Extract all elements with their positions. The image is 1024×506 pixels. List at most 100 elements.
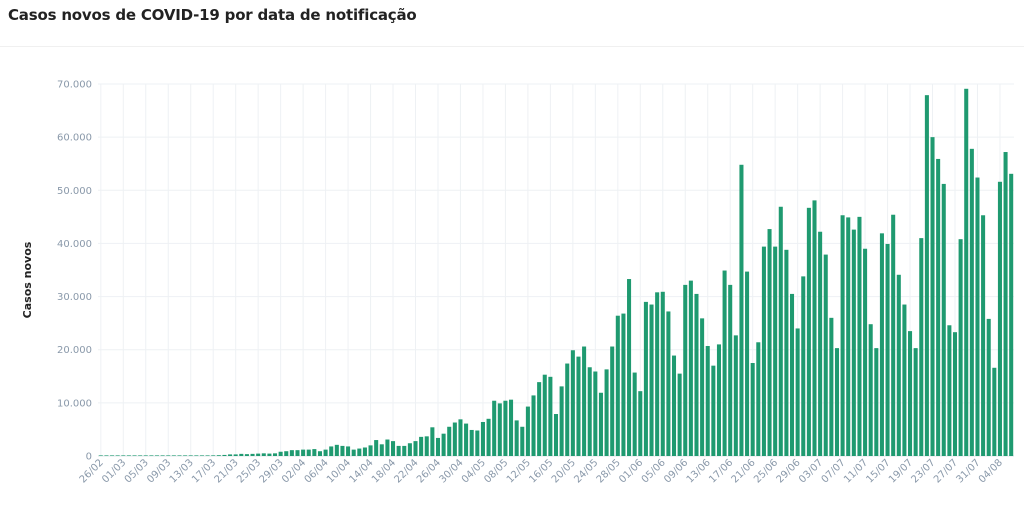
bar-04-07[interactable] <box>823 254 828 456</box>
bar-15-05[interactable] <box>542 374 547 456</box>
bar-27-02[interactable] <box>104 455 109 456</box>
bar-08-05[interactable] <box>503 400 508 456</box>
bar-26-05[interactable] <box>604 369 609 456</box>
bar-16-07[interactable] <box>891 214 896 456</box>
bar-11-07[interactable] <box>863 248 868 456</box>
bar-29-05[interactable] <box>621 313 626 456</box>
bar-24-03[interactable] <box>250 453 255 456</box>
bar-28-03[interactable] <box>272 453 278 456</box>
bar-03-06[interactable] <box>649 304 654 456</box>
bar-16-06[interactable] <box>722 270 727 456</box>
bar-12-07[interactable] <box>868 324 873 456</box>
bar-05-06[interactable] <box>660 291 665 456</box>
bar-01-07[interactable] <box>806 207 811 456</box>
bar-11-05[interactable] <box>520 426 525 456</box>
bar-07-03[interactable] <box>154 455 160 456</box>
bar-05-05[interactable] <box>486 418 491 456</box>
bar-07-04[interactable] <box>329 446 334 456</box>
bar-03-05[interactable] <box>475 430 480 456</box>
bar-02-04[interactable] <box>301 449 306 456</box>
bar-16-04[interactable] <box>379 444 384 456</box>
bar-03-07[interactable] <box>818 231 823 456</box>
bar-13-06[interactable] <box>705 345 710 456</box>
bar-11-04[interactable] <box>351 449 356 456</box>
bar-11-06[interactable] <box>694 293 699 456</box>
bar-15-04[interactable] <box>374 440 379 456</box>
bar-21-04[interactable] <box>407 443 412 456</box>
bar-28-02[interactable] <box>110 455 115 456</box>
bar-21-03[interactable] <box>233 454 238 456</box>
bar-20-07[interactable] <box>913 348 918 456</box>
bar-06-08[interactable] <box>1009 173 1014 456</box>
bar-29-02[interactable] <box>115 455 120 456</box>
bar-20-05[interactable] <box>570 350 575 456</box>
bar-17-04[interactable] <box>385 439 390 456</box>
bar-23-03[interactable] <box>244 454 249 456</box>
bar-10-04[interactable] <box>346 446 351 456</box>
bar-25-03[interactable] <box>256 453 261 456</box>
bar-16-03[interactable] <box>205 455 210 456</box>
bar-20-06[interactable] <box>745 271 750 456</box>
bar-01-08[interactable] <box>981 215 986 456</box>
bar-29-07[interactable] <box>964 88 969 456</box>
bar-05-07[interactable] <box>829 317 834 456</box>
bar-03-03[interactable] <box>132 455 137 456</box>
bar-09-03[interactable] <box>166 455 171 456</box>
bar-09-05[interactable] <box>509 399 514 456</box>
bar-14-03[interactable] <box>194 455 199 456</box>
bar-26-02[interactable] <box>98 455 103 456</box>
bar-07-06[interactable] <box>671 355 677 456</box>
bar-01-04[interactable] <box>295 450 300 456</box>
bar-01-05[interactable] <box>464 423 469 456</box>
bar-08-07[interactable] <box>846 217 851 456</box>
bar-19-06[interactable] <box>739 164 744 456</box>
bar-26-06[interactable] <box>778 206 783 456</box>
bar-25-04[interactable] <box>430 427 435 456</box>
bar-25-07[interactable] <box>941 183 946 456</box>
bar-12-04[interactable] <box>357 448 362 456</box>
bar-16-05[interactable] <box>548 376 553 456</box>
bar-10-07[interactable] <box>857 216 862 456</box>
bar-07-05[interactable] <box>497 403 502 456</box>
bar-08-06[interactable] <box>677 373 682 456</box>
bar-24-06[interactable] <box>767 229 772 456</box>
bar-02-03[interactable] <box>126 455 131 456</box>
bar-12-06[interactable] <box>700 318 705 456</box>
bar-28-05[interactable] <box>615 315 620 456</box>
bar-27-05[interactable] <box>610 346 615 456</box>
bar-04-04[interactable] <box>312 449 317 456</box>
bar-02-08[interactable] <box>986 318 991 456</box>
bar-13-07[interactable] <box>874 348 879 456</box>
bar-13-04[interactable] <box>362 447 367 456</box>
bar-12-05[interactable] <box>525 406 530 456</box>
bar-11-03[interactable] <box>177 455 182 456</box>
bar-21-05[interactable] <box>576 356 581 456</box>
bar-05-03[interactable] <box>143 455 148 456</box>
bar-15-03[interactable] <box>199 455 204 456</box>
bar-02-06[interactable] <box>643 301 648 456</box>
bar-30-03[interactable] <box>284 451 289 456</box>
bar-17-06[interactable] <box>728 284 733 456</box>
bar-30-05[interactable] <box>627 279 632 456</box>
bar-10-05[interactable] <box>514 420 519 456</box>
bar-20-04[interactable] <box>402 445 407 456</box>
bar-13-03[interactable] <box>188 455 193 456</box>
bar-29-06[interactable] <box>795 328 800 456</box>
bar-01-03[interactable] <box>121 455 126 456</box>
bar-05-08[interactable] <box>1003 152 1008 456</box>
bar-06-04[interactable] <box>323 449 328 456</box>
bar-30-06[interactable] <box>801 276 806 456</box>
bar-01-06[interactable] <box>638 391 643 456</box>
bar-04-06[interactable] <box>655 292 660 456</box>
bar-06-05[interactable] <box>492 400 497 456</box>
bar-22-06[interactable] <box>756 342 761 456</box>
bar-23-06[interactable] <box>761 246 766 456</box>
bar-09-07[interactable] <box>851 229 856 456</box>
bar-27-03[interactable] <box>267 453 272 456</box>
bar-23-04[interactable] <box>419 436 424 456</box>
bar-10-03[interactable] <box>171 455 176 456</box>
bar-06-03[interactable] <box>149 455 154 456</box>
bar-17-07[interactable] <box>896 274 901 456</box>
bar-15-06[interactable] <box>716 344 721 456</box>
bar-28-07[interactable] <box>958 239 963 456</box>
